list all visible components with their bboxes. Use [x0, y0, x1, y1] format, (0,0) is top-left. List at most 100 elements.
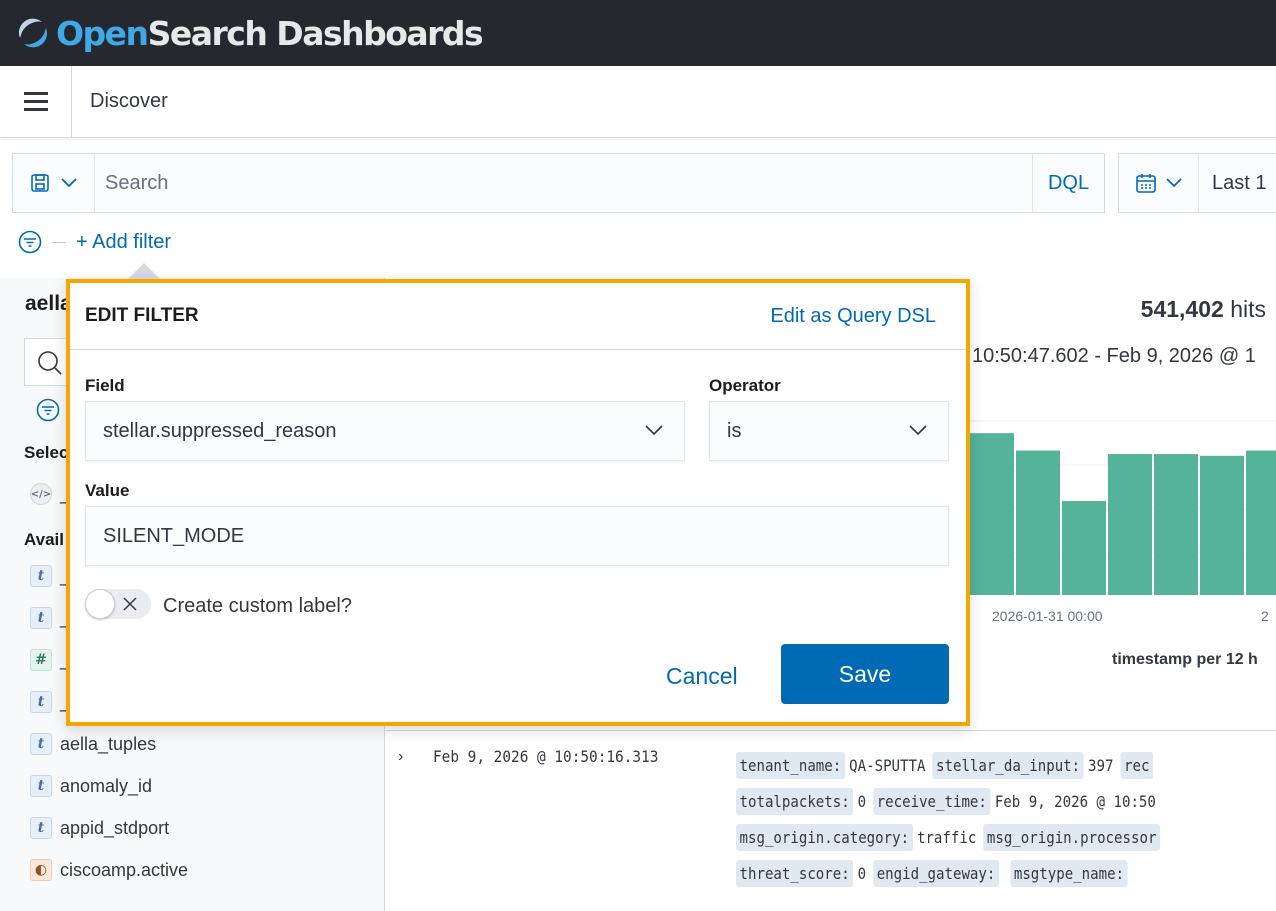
add-filter-button[interactable]: + Add filter	[76, 230, 172, 253]
field-key: engid_gateway:	[873, 860, 999, 887]
breadcrumb: Discover	[90, 90, 168, 112]
field-item[interactable]: t _	[30, 565, 70, 587]
field-name: _	[60, 649, 71, 670]
field-item[interactable]: t _	[30, 691, 70, 713]
query-bar: DQL	[12, 153, 1105, 213]
field-name: _	[60, 483, 71, 504]
field-item[interactable]: t _	[30, 607, 70, 629]
histogram-bar[interactable]	[1200, 455, 1244, 595]
divider	[386, 730, 1276, 731]
dialog-title: EDIT FILTER	[85, 305, 199, 326]
edit-as-query-dsl-link[interactable]: Edit as Query DSL	[770, 305, 936, 327]
value-input-text: SILENT_MODE	[103, 524, 245, 547]
hits-label: hits	[1230, 296, 1266, 322]
operator-select-value: is	[727, 419, 742, 442]
field-item[interactable]: # _	[30, 649, 70, 671]
save-button[interactable]: Save	[781, 644, 949, 704]
field-name: ciscoamp.active	[60, 859, 189, 880]
histogram-bar[interactable]	[1108, 454, 1152, 595]
chevron-down-icon	[909, 425, 927, 436]
field-name: _	[60, 565, 71, 586]
popover-arrow	[128, 263, 160, 279]
histogram-bar[interactable]	[1016, 450, 1060, 595]
x-axis-label: timestamp per 12 h	[1112, 651, 1258, 668]
string-type-icon: t	[30, 733, 52, 755]
quick-select-button[interactable]	[1119, 154, 1199, 212]
field-key: threat_score:	[736, 860, 854, 887]
query-language-button[interactable]: DQL	[1032, 154, 1104, 212]
logo-text-2: Search Dashboards	[147, 13, 484, 53]
logo-text-1: Open	[56, 13, 149, 53]
field-name: appid_stdport	[60, 817, 170, 838]
chevron-down-icon	[645, 425, 663, 436]
field-key: stellar_da_input:	[932, 752, 1084, 779]
cancel-button[interactable]: Cancel	[666, 663, 738, 689]
saved-queries-button[interactable]	[13, 154, 95, 212]
chevron-down-icon	[1165, 178, 1182, 188]
field-value: 0	[857, 792, 867, 811]
field-value: traffic	[916, 828, 977, 847]
string-type-icon: t	[30, 565, 52, 587]
opensearch-logo-icon	[18, 18, 48, 48]
histogram-bar[interactable]	[1246, 450, 1276, 595]
date-picker: Last 1	[1118, 153, 1276, 213]
histogram-bar[interactable]	[1154, 454, 1198, 595]
field-item[interactable]: t appid_stdport	[30, 817, 169, 839]
time-range-text: 10:50:47.602 - Feb 9, 2026 @ 1	[972, 345, 1256, 367]
string-type-icon: t	[30, 691, 52, 713]
main-content: 541,402 hits 10:50:47.602 - Feb 9, 2026 …	[386, 278, 1276, 911]
field-item[interactable]: t aella_tuples	[30, 733, 156, 755]
histogram-bar[interactable]	[1062, 501, 1106, 595]
string-type-icon: t	[30, 817, 52, 839]
x-tick: 2026-01-31 00:00	[992, 608, 1103, 624]
document-line: msg_origin.category: traffic msg_origin.pr…	[736, 820, 1229, 856]
top-nav-bar: OpenSearch Dashboards	[0, 0, 1276, 66]
operator-select[interactable]: is	[709, 401, 949, 461]
field-item[interactable]: ◐ ciscoamp.active	[30, 859, 188, 881]
expand-row-icon[interactable]: ›	[398, 748, 404, 765]
document-line: totalpackets: 0 receive_time: Feb 9, 2026 @…	[736, 784, 1229, 820]
app-logo[interactable]: OpenSearch Dashboards	[56, 13, 484, 53]
field-value: 0	[857, 864, 867, 883]
toggle-knob	[85, 589, 115, 619]
calendar-icon	[1135, 174, 1156, 193]
field-key: tenant_name:	[736, 752, 845, 779]
string-type-icon: t	[30, 775, 52, 797]
field-key: msg_origin.processor	[983, 824, 1160, 851]
value-input[interactable]: SILENT_MODE	[85, 506, 949, 566]
histogram-bar[interactable]	[970, 433, 1014, 595]
search-input[interactable]	[95, 154, 1032, 212]
close-icon	[123, 597, 137, 611]
operator-label: Operator	[709, 376, 781, 395]
field-item[interactable]: </> _	[30, 483, 70, 505]
document-line: threat_score: 0 engid_gateway: msgtype_name…	[736, 856, 1229, 892]
date-range-text[interactable]: Last 1	[1212, 171, 1267, 194]
field-value: Feb 9, 2026 @ 10:50	[994, 792, 1156, 811]
custom-label-toggle[interactable]	[85, 589, 151, 619]
field-key: msg_origin.category:	[736, 824, 913, 851]
field-item[interactable]: t anomaly_id	[30, 775, 152, 797]
document-line: tenant_name: QA-SPUTTA stellar_da_input: 39…	[736, 748, 1229, 784]
field-name: anomaly_id	[60, 775, 153, 796]
field-name: _	[60, 607, 71, 628]
field-select-value: stellar.suppressed_reason	[103, 419, 337, 442]
available-fields-heading: Avail	[24, 530, 65, 549]
field-name: aella_tuples	[60, 733, 157, 754]
histogram-chart	[386, 420, 1276, 595]
index-pattern-title[interactable]: aella	[25, 292, 72, 315]
field-select[interactable]: stellar.suppressed_reason	[85, 401, 685, 461]
number-type-icon: #	[30, 649, 52, 671]
field-key: msgtype_name:	[1010, 860, 1128, 887]
menu-button[interactable]	[0, 65, 72, 138]
field-filter-icon[interactable]	[36, 398, 60, 422]
header: Discover	[0, 65, 1276, 138]
field-key: receive_time:	[873, 788, 991, 815]
document-source: tenant_name: QA-SPUTTA stellar_da_input: 39…	[736, 748, 1229, 892]
selected-fields-heading: Selec	[24, 443, 69, 462]
string-type-icon: t	[30, 607, 52, 629]
boolean-type-icon: ◐	[30, 859, 52, 881]
field-label: Field	[85, 376, 125, 395]
filter-icon[interactable]	[18, 230, 42, 254]
filter-bar: + Add filter	[18, 230, 171, 254]
x-tick: 2	[1261, 608, 1269, 624]
